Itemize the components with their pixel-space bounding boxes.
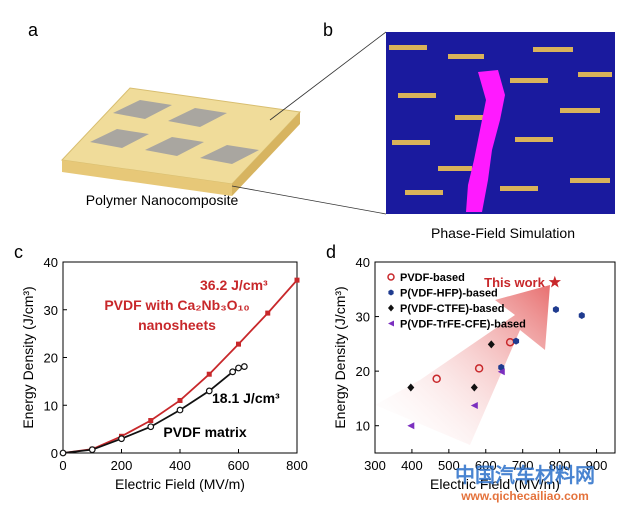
series-label: PVDF with Ca₂Nb₃O₁₀ nanosheets [104, 297, 250, 333]
marker [407, 383, 415, 392]
legend-label: PVDF-based [400, 272, 465, 284]
y-axis-label: Energy Density (J/cm³) [332, 286, 348, 428]
y-tick-label: 30 [356, 310, 370, 325]
x-axis-label: Electric Field (MV/m) [115, 476, 245, 492]
y-tick-label: 20 [356, 364, 370, 379]
x-tick-label: 500 [438, 458, 460, 473]
marker [432, 374, 441, 384]
marker [265, 310, 271, 316]
y-tick-label: 40 [44, 255, 58, 270]
composite-slab [60, 31, 387, 215]
simulation-image [386, 32, 615, 214]
x-tick-label: 0 [59, 458, 66, 473]
marker [148, 418, 154, 424]
x-tick-label: 600 [475, 458, 497, 473]
marker [205, 387, 213, 395]
marker [470, 402, 478, 410]
marker [498, 363, 505, 371]
panel-label: d [326, 242, 336, 262]
marker [240, 363, 248, 370]
x-tick-label: 600 [228, 458, 250, 473]
marker [388, 320, 394, 327]
marker [388, 289, 394, 296]
y-tick-label: 20 [44, 351, 58, 366]
trend-arrow [375, 285, 550, 445]
marker [513, 337, 520, 345]
panel-label: a [28, 20, 39, 40]
marker [294, 277, 300, 283]
x-tick-label: 200 [111, 458, 133, 473]
marker [388, 304, 394, 312]
panel-label: c [14, 242, 23, 262]
plot-frame [374, 261, 616, 454]
marker [118, 435, 125, 443]
marker [176, 406, 184, 414]
marker [407, 422, 415, 430]
x-tick-label: 800 [549, 458, 571, 473]
x-axis-label: Electric Field (MV/m) [430, 476, 560, 492]
y-tick-label: 40 [356, 255, 370, 270]
y-tick-label: 30 [44, 303, 58, 318]
marker [470, 383, 478, 392]
x-tick-label: 400 [169, 458, 191, 473]
marker [88, 446, 96, 454]
highlight-star [548, 275, 561, 288]
panel-label: b [323, 20, 333, 40]
series-line [62, 365, 245, 454]
caption: Phase-Field Simulation [431, 225, 575, 241]
marker [487, 340, 495, 349]
watermark: www.qichecailiao.com [460, 489, 589, 503]
marker [206, 371, 212, 377]
legend-label: P(VDF-HFP)-based [400, 288, 498, 300]
marker [236, 341, 241, 347]
x-tick-label: 700 [512, 458, 534, 473]
y-tick-label: 0 [51, 446, 58, 461]
legend-label: P(VDF-TrFE-CFE)-based [400, 319, 526, 331]
x-tick-label: 400 [401, 458, 423, 473]
annotation: 18.1 J/cm³ [212, 390, 280, 406]
marker [474, 364, 484, 373]
marker [235, 364, 242, 372]
marker [177, 397, 183, 403]
x-tick-label: 800 [286, 458, 308, 473]
x-tick-label: 300 [364, 458, 386, 473]
x-tick-label: 900 [586, 458, 608, 473]
watermark: 中国汽车材料网 [455, 463, 595, 487]
y-axis-label: Energy Density (J/cm³) [20, 286, 36, 428]
marker [578, 311, 585, 319]
legend-label: P(VDF-CTFE)-based [400, 303, 505, 315]
highlight-label: This work [484, 275, 545, 290]
annotation: 36.2 J/cm³ [200, 277, 268, 293]
y-tick-label: 10 [44, 398, 58, 413]
marker [59, 449, 67, 457]
caption: Polymer Nanocomposite [86, 192, 239, 208]
y-tick-label: 10 [356, 419, 370, 434]
marker [552, 305, 559, 313]
marker [229, 368, 237, 376]
marker [387, 273, 395, 281]
marker [497, 368, 505, 376]
series-label: PVDF matrix [163, 424, 246, 440]
marker [147, 423, 155, 431]
